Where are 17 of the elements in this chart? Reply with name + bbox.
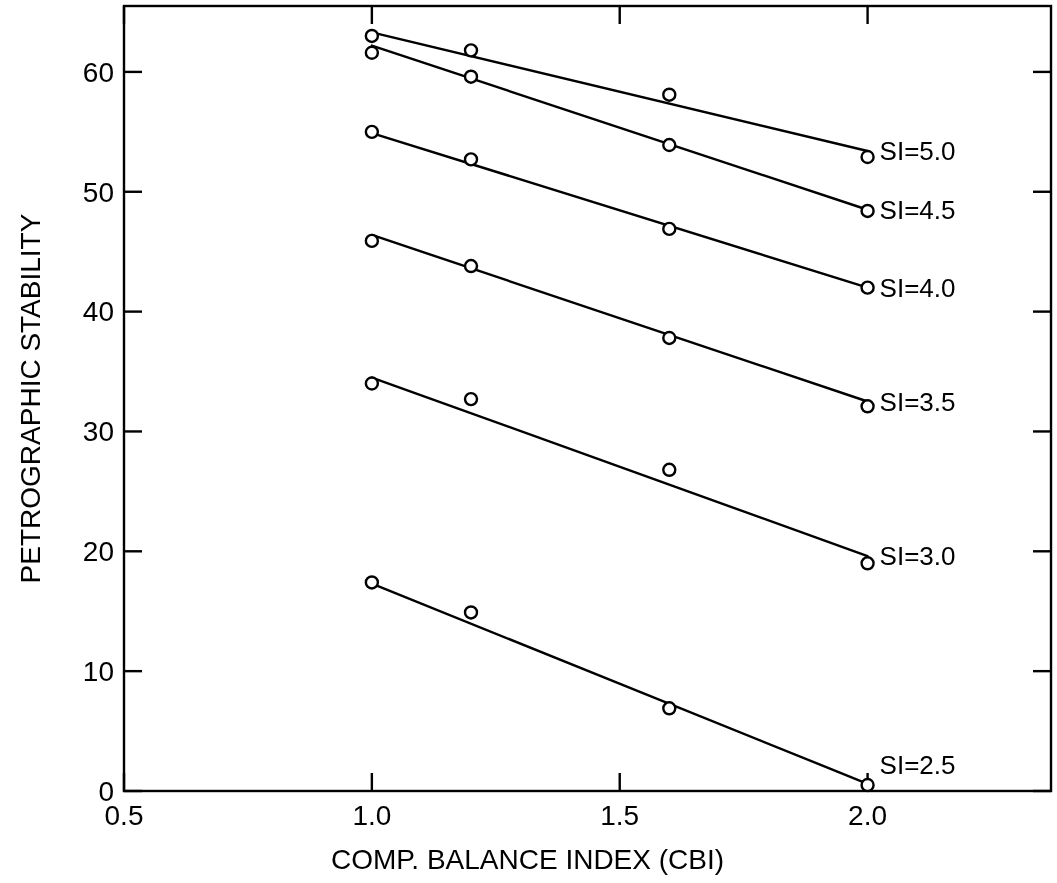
series-label: SI=3.5: [879, 386, 956, 417]
x-tick-label: 2.0: [848, 800, 888, 831]
series-label: SI=3.0: [879, 541, 956, 572]
series-label: SI=5.0: [879, 136, 956, 167]
y-tick-label: 50: [82, 176, 114, 208]
y-tick-label: 10: [82, 655, 114, 687]
y-tick-label: 60: [82, 56, 114, 88]
y-axis-title: PETROGRAPHIC STABILITY: [15, 213, 46, 584]
series-label: SI=4.5: [879, 194, 956, 225]
y-tick-label: 40: [82, 296, 114, 328]
x-tick-label: 1.5: [600, 800, 640, 831]
legend-label: SI=2.5: [879, 750, 956, 781]
y-tick-label: 20: [82, 536, 114, 568]
y-tick-label: 30: [82, 416, 114, 448]
x-tick-label: 1.0: [352, 800, 392, 831]
series-label: SI=4.0: [879, 272, 956, 303]
x-axis-title: COMP. BALANCE INDEX (CBI): [330, 844, 725, 875]
